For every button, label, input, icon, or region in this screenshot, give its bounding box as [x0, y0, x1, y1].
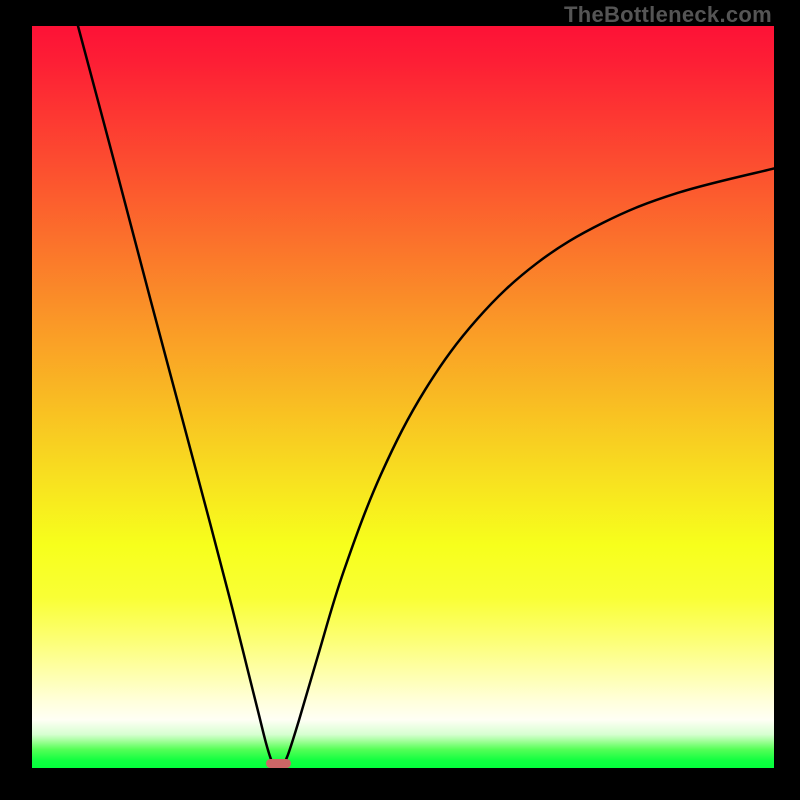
watermark-text: TheBottleneck.com: [564, 2, 772, 28]
chart-frame: TheBottleneck.com: [0, 0, 800, 800]
minimum-marker: [266, 759, 291, 768]
plot-area: [32, 26, 774, 768]
bottleneck-curve: [32, 26, 774, 768]
